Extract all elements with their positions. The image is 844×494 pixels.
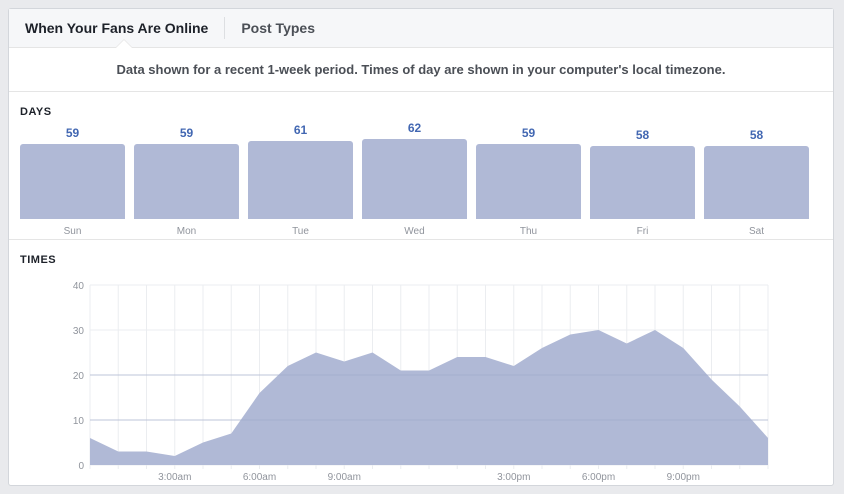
day-value: 61 <box>293 122 308 137</box>
y-axis-tick-label: 10 <box>73 416 85 427</box>
y-axis-tick-label: 0 <box>78 461 84 472</box>
tab-divider <box>224 17 226 39</box>
day-column: 61 Tue <box>248 93 353 240</box>
insights-panel: When Your Fans Are Online Post Types Dat… <box>8 8 834 486</box>
x-axis-tick-label: 9:00am <box>328 472 361 483</box>
day-value: 59 <box>521 126 536 141</box>
x-axis-tick-label: 6:00am <box>243 472 276 483</box>
times-label: TIMES <box>20 254 57 266</box>
day-label: Mon <box>176 226 197 237</box>
day-value: 62 <box>407 121 422 135</box>
day-label: Tue <box>292 226 309 237</box>
day-label: Wed <box>404 226 425 237</box>
day-bar[interactable] <box>362 139 467 219</box>
day-label: Thu <box>519 226 538 237</box>
day-bar[interactable] <box>134 144 239 219</box>
day-bar[interactable] <box>20 144 125 219</box>
times-section: TIMES 0 10 20 30 40 3:00am 6:00am 9:00am 3:00pm 6… <box>9 241 833 486</box>
tab-post-types[interactable]: Post Types <box>241 20 315 36</box>
day-column: 59 Thu <box>476 93 581 240</box>
x-axis-tick-label: 6:00pm <box>582 472 615 483</box>
tab-bar: When Your Fans Are Online Post Types <box>9 9 833 48</box>
x-axis-tick-label: 3:00am <box>158 472 191 483</box>
active-tab-caret <box>116 40 132 48</box>
day-value: 59 <box>179 126 194 141</box>
times-area-chart: 0 10 20 30 40 3:00am 6:00am 9:00am 3:00pm 6:00pm 9… <box>73 281 769 483</box>
y-axis-tick-label: 40 <box>73 281 85 292</box>
times-area[interactable] <box>90 330 768 465</box>
day-label: Sat <box>748 226 764 237</box>
day-bar[interactable] <box>704 146 809 219</box>
x-axis-tick-label: 9:00pm <box>667 472 700 483</box>
day-label: Sun <box>63 226 82 237</box>
day-bar[interactable] <box>248 140 353 219</box>
y-axis-tick-label: 30 <box>73 326 85 337</box>
x-axis-tick-label: 3:00pm <box>497 472 530 483</box>
day-value: 58 <box>749 128 764 143</box>
day-column: 59 Sun <box>20 93 125 240</box>
tab-when-fans-online[interactable]: When Your Fans Are Online <box>25 20 209 36</box>
day-bar[interactable] <box>590 146 695 219</box>
day-value: 59 <box>65 126 80 141</box>
day-label: Fri <box>636 226 649 237</box>
days-label: DAYS <box>20 106 52 118</box>
day-column: 59 Mon <box>134 93 239 240</box>
days-section: DAYS 59 Sun 59 Mon 61 Tue 62 Wed 59 Thu 58 Fri 58 Sat <box>9 93 833 240</box>
timezone-notice: Data shown for a recent 1-week period. T… <box>9 48 833 92</box>
day-bar[interactable] <box>476 144 581 219</box>
day-value: 58 <box>635 128 650 143</box>
day-column: 58 Sat <box>704 93 809 240</box>
day-column: 58 Fri <box>590 93 695 240</box>
day-column: 62 Wed <box>362 93 467 240</box>
y-axis-tick-label: 20 <box>73 371 85 382</box>
